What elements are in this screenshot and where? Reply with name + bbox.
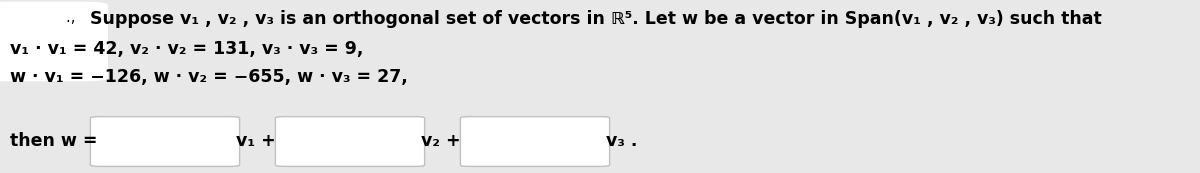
- FancyBboxPatch shape: [461, 117, 610, 166]
- Text: Suppose v₁ , v₂ , v₃ is an orthogonal set of vectors in ℝ⁵. Let w be a vector in: Suppose v₁ , v₂ , v₃ is an orthogonal se…: [90, 10, 1102, 28]
- Text: v₃ .: v₃ .: [606, 133, 637, 151]
- Text: w · v₁ = −126, w · v₂ = −655, w · v₃ = 27,: w · v₁ = −126, w · v₂ = −655, w · v₃ = 2…: [10, 68, 407, 86]
- Text: v₂ +: v₂ +: [421, 133, 461, 151]
- Text: v₁ · v₁ = 42, v₂ · v₂ = 131, v₃ · v₃ = 9,: v₁ · v₁ = 42, v₂ · v₂ = 131, v₃ · v₃ = 9…: [10, 40, 362, 58]
- FancyBboxPatch shape: [276, 117, 425, 166]
- Text: v₁ +: v₁ +: [236, 133, 276, 151]
- Text: then w =: then w =: [10, 133, 97, 151]
- FancyBboxPatch shape: [0, 2, 108, 81]
- Text: .,: .,: [66, 10, 80, 25]
- FancyBboxPatch shape: [90, 117, 240, 166]
